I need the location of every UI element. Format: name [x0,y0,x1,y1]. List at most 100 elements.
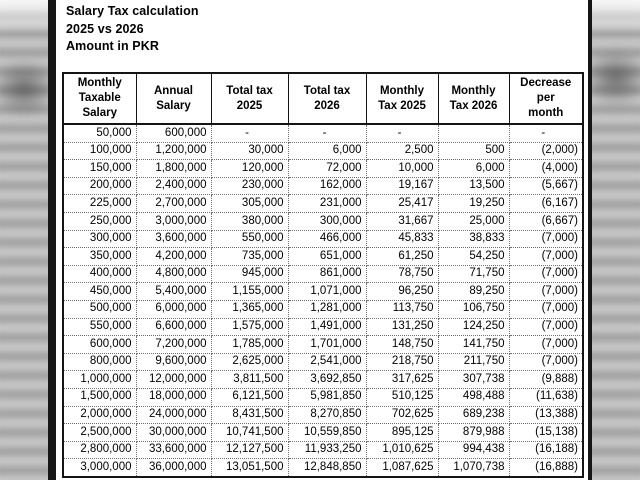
table-cell: 2,400,000 [135,176,212,196]
left-blur-blob [0,58,48,118]
table-cell: (7,000) [508,282,584,301]
table-cell: 3,692,850 [287,370,367,389]
table-cell: 500,000 [62,299,137,319]
table-header-row: Monthly Taxable Salary Annual Salary Total… [62,72,584,125]
table-cell: 1,701,000 [287,335,367,354]
table-cell: 106,750 [437,299,510,319]
table-row: 225,000 2,700,000 305,000 231,000 25,417 19,2… [62,194,584,213]
table-cell: 71,750 [437,264,510,284]
left-blur-margin [0,0,48,480]
title-line-1: Salary Tax calculation [66,4,199,18]
table-cell: 2,000,000 [62,405,137,425]
column-header: Monthly Taxable Salary [62,72,137,125]
table-row: 150,000 1,800,000 120,000 72,000 10,000 6,000… [62,159,584,178]
table-cell: 19,167 [365,176,439,196]
table-row: 2,500,000 30,000,000 10,741,500 10,559,850 8… [62,423,584,442]
table-cell: 54,250 [437,247,510,266]
table-row: 1,000,000 12,000,000 3,811,500 3,692,850 317… [62,370,584,389]
table-row: 500,000 6,000,000 1,365,000 1,281,000 113,75… [62,299,584,319]
column-header: Monthly Tax 2025 [365,72,439,125]
table-cell: 2,625,000 [210,352,289,372]
table-cell: - [365,123,439,143]
table-cell: 3,600,000 [135,229,212,249]
table-body: 50,000 600,000- - - -100,000 1,200,000 30,000 6… [62,123,584,478]
table-cell: 30,000,000 [135,423,212,442]
table-cell: 7,200,000 [135,335,212,354]
table-row: 400,000 4,800,000 945,000 861,000 78,750 71,7… [62,264,584,284]
table-cell: 113,750 [365,299,439,319]
table-cell: 600,000 [62,335,137,354]
table-cell: (7,000) [508,264,584,284]
table-row: 100,000 1,200,000 30,000 6,000 2,500 500 (2,00… [62,141,584,161]
table-cell: 2,800,000 [62,440,137,460]
table-cell: 218,750 [365,352,439,372]
table-cell: 30,000 [210,141,289,161]
table-cell: 550,000 [62,317,137,337]
table-cell: 2,500,000 [62,423,137,442]
table-cell: 800,000 [62,352,137,372]
table-cell: - [287,123,367,143]
left-blur-topfade [0,0,48,34]
table-cell: 11,933,250 [287,440,367,460]
column-header: Total tax 2026 [287,72,367,125]
title-block: Salary Tax calculation 2025 vs 2026 Amou… [66,3,199,56]
table-row: 550,000 6,600,000 1,575,000 1,491,000 131,25… [62,317,584,337]
column-header: Total tax 2025 [210,72,289,125]
table-cell: 4,200,000 [135,247,212,266]
table-cell: (15,138) [508,423,584,442]
column-header: Decrease per month [508,72,584,125]
table-cell: 10,000 [365,159,439,178]
table-cell: 6,600,000 [135,317,212,337]
table-cell: 6,000 [437,159,510,178]
table-cell: 36,000,000 [135,458,212,478]
table-cell: - [508,123,584,143]
table-cell: 300,000 [287,211,367,231]
table-cell: 498,488 [437,387,510,407]
table-cell: 96,250 [365,282,439,301]
table-cell: 1,010,625 [365,440,439,460]
table-cell: 994,438 [437,440,510,460]
table-cell: 1,800,000 [135,159,212,178]
table-cell: 18,000,000 [135,387,212,407]
table-cell: (16,888) [508,458,584,478]
table-cell: 8,431,500 [210,405,289,425]
table-cell: 380,000 [210,211,289,231]
table-cell: 879,988 [437,423,510,442]
table-cell: 120,000 [210,159,289,178]
table-cell: 1,087,625 [365,458,439,478]
table-cell: 78,750 [365,264,439,284]
table-cell: 3,811,500 [210,370,289,389]
table-cell: 689,238 [437,405,510,425]
table-cell: 25,000 [437,211,510,231]
table-cell: 2,500 [365,141,439,161]
table-cell: 300,000 [62,229,137,249]
table-cell: 3,000,000 [135,211,212,231]
table-cell: 124,250 [437,317,510,337]
left-dark-bar [48,0,56,480]
table-cell: (7,000) [508,229,584,249]
table-cell: 33,600,000 [135,440,212,460]
table-cell: 1,281,000 [287,299,367,319]
table-cell: 31,667 [365,211,439,231]
table-row: 2,800,000 33,600,000 12,127,500 11,933,250 1… [62,440,584,460]
table-cell: (7,000) [508,352,584,372]
table-cell: 1,785,000 [210,335,289,354]
table-cell: 6,000 [287,141,367,161]
table-cell: (7,000) [508,299,584,319]
table-cell: 895,125 [365,423,439,442]
table-cell: 6,000,000 [135,299,212,319]
table-cell: 141,750 [437,335,510,354]
table-cell: 400,000 [62,264,137,284]
table-cell: 1,155,000 [210,282,289,301]
table-row: 1,500,000 18,000,000 6,121,500 5,981,850 510… [62,387,584,407]
table-cell: (7,000) [508,317,584,337]
table-cell: 5,981,850 [287,387,367,407]
table-cell: 13,051,500 [210,458,289,478]
table-row: 2,000,000 24,000,000 8,431,500 8,270,850 702… [62,405,584,425]
table-row: 200,000 2,400,000 230,000 162,000 19,167 13,5… [62,176,584,196]
table-cell: 2,541,000 [287,352,367,372]
table-row: 800,000 9,600,000 2,625,000 2,541,000 218,75… [62,352,584,372]
table-cell: 1,200,000 [135,141,212,161]
table-cell: 1,575,000 [210,317,289,337]
